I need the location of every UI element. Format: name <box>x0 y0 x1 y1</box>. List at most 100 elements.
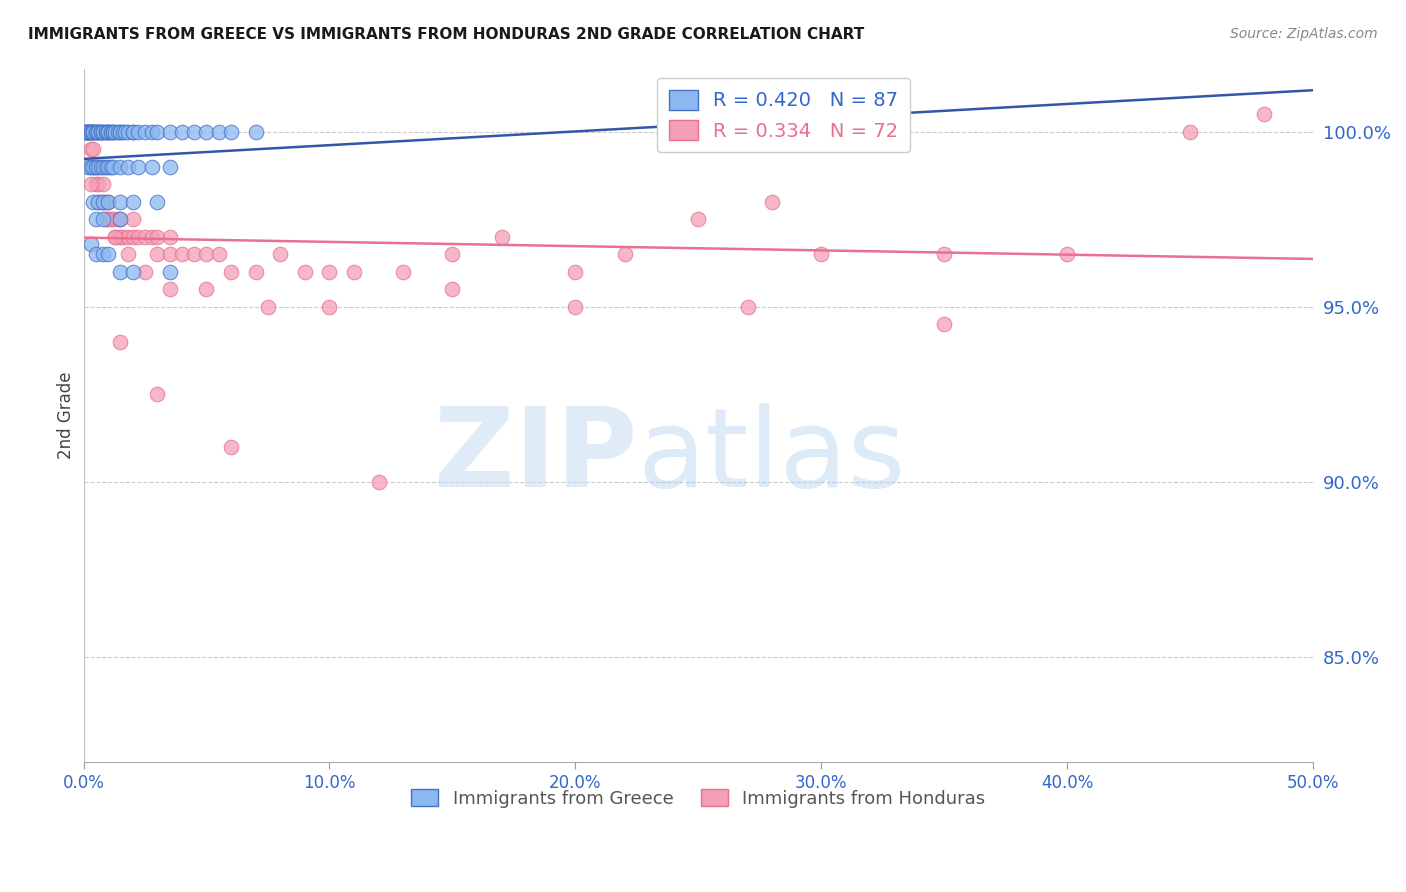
Point <box>107 124 129 138</box>
Text: atlas: atlas <box>637 403 905 510</box>
Point <box>75 124 97 138</box>
Point <box>564 264 586 278</box>
Point <box>87 194 110 209</box>
Point <box>318 300 340 314</box>
Point <box>195 282 218 296</box>
Point <box>219 440 242 454</box>
Point <box>110 194 132 209</box>
Point <box>100 124 122 138</box>
Point <box>114 124 136 138</box>
Point <box>1056 247 1078 261</box>
Point <box>110 334 132 349</box>
Point <box>159 124 181 138</box>
Point <box>75 124 97 138</box>
Point <box>159 247 181 261</box>
Point <box>84 160 107 174</box>
Point <box>117 229 139 244</box>
Point <box>97 212 120 227</box>
Point <box>159 160 181 174</box>
Point <box>100 124 122 138</box>
Point <box>146 387 169 401</box>
Point <box>195 247 218 261</box>
Point <box>737 300 759 314</box>
Point <box>94 160 117 174</box>
Point <box>82 142 104 156</box>
Point <box>80 124 103 138</box>
Point <box>441 282 464 296</box>
Point <box>318 264 340 278</box>
Point <box>97 194 120 209</box>
Point <box>294 264 316 278</box>
Point <box>101 124 124 138</box>
Point <box>87 124 110 138</box>
Point <box>80 142 103 156</box>
Point <box>97 160 120 174</box>
Point <box>117 124 139 138</box>
Point <box>127 229 149 244</box>
Point <box>934 317 956 331</box>
Point <box>84 124 107 138</box>
Point <box>87 124 110 138</box>
Point <box>80 124 103 138</box>
Point <box>77 160 100 174</box>
Point <box>110 212 132 227</box>
Point <box>91 177 114 191</box>
Point <box>141 124 163 138</box>
Point <box>141 160 163 174</box>
Point <box>121 194 143 209</box>
Point <box>84 177 107 191</box>
Point <box>159 229 181 244</box>
Point <box>170 247 193 261</box>
Point <box>82 160 104 174</box>
Point <box>159 282 181 296</box>
Point <box>82 124 104 138</box>
Point <box>269 247 291 261</box>
Point <box>688 212 710 227</box>
Point <box>121 124 143 138</box>
Point <box>117 247 139 261</box>
Point <box>101 124 124 138</box>
Point <box>90 124 112 138</box>
Point <box>111 124 134 138</box>
Point <box>91 194 114 209</box>
Point <box>761 194 783 209</box>
Point <box>94 194 117 209</box>
Point <box>84 124 107 138</box>
Point <box>80 236 103 251</box>
Point <box>97 124 120 138</box>
Point <box>97 124 120 138</box>
Point <box>110 229 132 244</box>
Point <box>110 212 132 227</box>
Text: ZIP: ZIP <box>433 403 637 510</box>
Point <box>94 124 117 138</box>
Point <box>934 247 956 261</box>
Point <box>219 264 242 278</box>
Point <box>245 264 267 278</box>
Point <box>80 160 103 174</box>
Point <box>97 124 120 138</box>
Point <box>75 124 97 138</box>
Point <box>101 160 124 174</box>
Point <box>77 124 100 138</box>
Point <box>91 160 114 174</box>
Point <box>170 124 193 138</box>
Point <box>183 124 205 138</box>
Point <box>87 160 110 174</box>
Point <box>810 247 832 261</box>
Point <box>1180 124 1202 138</box>
Point <box>613 247 636 261</box>
Point <box>87 124 110 138</box>
Point <box>257 300 280 314</box>
Point <box>77 124 100 138</box>
Point <box>75 124 97 138</box>
Point <box>134 124 156 138</box>
Point <box>84 212 107 227</box>
Point <box>80 177 103 191</box>
Point <box>117 160 139 174</box>
Point <box>104 124 127 138</box>
Point <box>146 194 169 209</box>
Point <box>100 212 122 227</box>
Point <box>104 229 127 244</box>
Text: Source: ZipAtlas.com: Source: ZipAtlas.com <box>1230 27 1378 41</box>
Point <box>110 160 132 174</box>
